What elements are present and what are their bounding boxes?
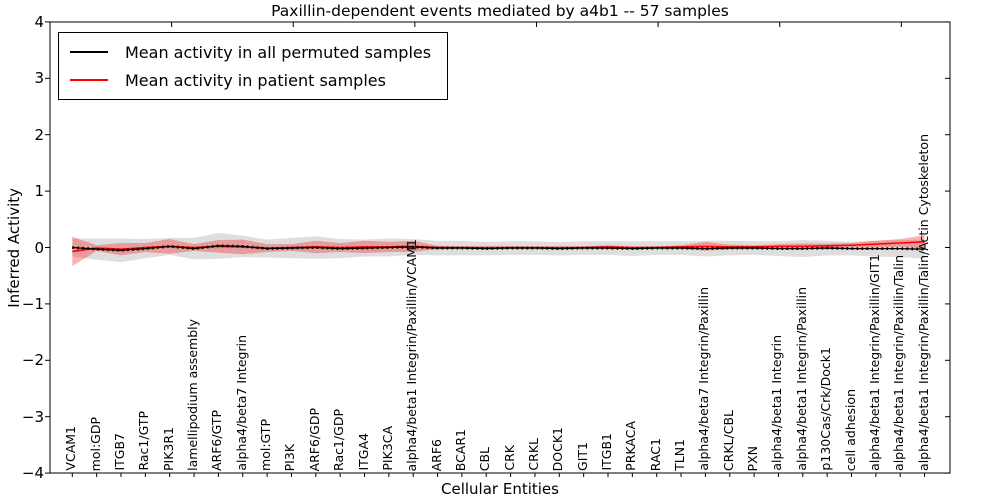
legend-line-sample — [70, 51, 108, 53]
legend-row: Mean activity in patient samples — [70, 66, 431, 94]
x-tick-label: alpha4/beta1 Integrin/Paxillin/Talin — [891, 255, 907, 471]
x-tick-label: Rac1/GTP — [136, 411, 152, 471]
x-tick-label: PI3K — [282, 443, 298, 471]
x-tick-label: alpha4/beta1 Integrin — [769, 335, 785, 471]
y-tick-label: −4 — [21, 464, 44, 483]
x-tick-label: alpha4/beta1 Integrin/Paxillin — [793, 287, 809, 471]
x-tick-label: p130Cas/Crk/Dock1 — [818, 347, 834, 471]
x-tick-label: ARF6/GTP — [209, 409, 225, 471]
x-tick-label: CRKL — [525, 438, 541, 471]
x-tick-label: CBL — [477, 446, 493, 471]
x-tick-label: alpha4/beta1 Integrin/Paxillin/GIT1 — [866, 254, 882, 471]
legend-items: Mean activity in all permuted samples Mea… — [70, 38, 431, 94]
x-tick-label: PRKACA — [623, 421, 639, 471]
x-tick-label: BCAR1 — [452, 428, 468, 471]
y-tick-label: −3 — [21, 407, 44, 426]
legend-line-sample — [70, 79, 108, 81]
x-tick-label: PXN — [745, 445, 761, 471]
x-tick-label: mol:GTP — [258, 419, 274, 471]
x-tick-label: alpha4/beta1 Integrin/Paxillin/VCAM1 — [404, 238, 420, 471]
x-tick-label: Rac1/GDP — [331, 409, 347, 471]
x-tick-label: ITGB1 — [599, 433, 614, 471]
x-tick-label: lamellipodium assembly — [185, 319, 201, 471]
permuted-line-markers — [72, 244, 925, 252]
y-tick-label: −1 — [21, 294, 44, 313]
legend-label: Mean activity in patient samples — [125, 70, 386, 90]
x-tick-label: CRKL/CBL — [720, 409, 736, 471]
x-tick-label: alpha4/beta1 Integrin/Paxillin/Talin/Act… — [915, 134, 931, 471]
y-tick-label: 4 — [34, 12, 44, 31]
y-tick-label: −2 — [21, 351, 44, 370]
x-tick-label: alpha4/beta7 Integrin — [233, 335, 249, 471]
x-tick-label: mol:GDP — [87, 416, 103, 471]
x-tick-label: PIK3R1 — [160, 426, 176, 471]
x-tick-label: GIT1 — [574, 442, 590, 471]
legend-label: Mean activity in all permuted samples — [125, 42, 432, 62]
x-tick-label: PIK3CA — [379, 426, 395, 471]
x-tick-label: cell adhesion — [842, 388, 858, 471]
patient-band — [72, 235, 925, 267]
legend-row: Mean activity in all permuted samples — [70, 38, 431, 66]
x-tick-label: RAC1 — [647, 437, 663, 471]
chart-title: Paxillin-dependent events mediated by a4… — [271, 2, 729, 20]
legend: Mean activity in all permuted samples Mea… — [58, 32, 449, 100]
x-tick-label: ARF6 — [428, 438, 444, 471]
x-axis-label: Cellular Entities — [441, 480, 559, 498]
x-tick-label: DOCK1 — [550, 426, 566, 471]
x-tick-label: VCAM1 — [63, 426, 79, 471]
x-tick-label: TLN1 — [672, 439, 688, 471]
y-tick-label: 2 — [34, 125, 44, 144]
x-tick-label: alpha4/beta7 Integrin/Paxillin — [696, 287, 712, 471]
y-tick-label: 3 — [34, 69, 44, 88]
y-tick-label: 0 — [34, 238, 44, 257]
y-tick-label: 1 — [34, 182, 44, 201]
x-tick-label: ITGA4 — [355, 433, 371, 471]
x-tick-label: ARF6/GDP — [306, 407, 322, 471]
x-tick-label: CRK — [501, 445, 517, 471]
x-tick-label: ITGB7 — [112, 433, 127, 471]
